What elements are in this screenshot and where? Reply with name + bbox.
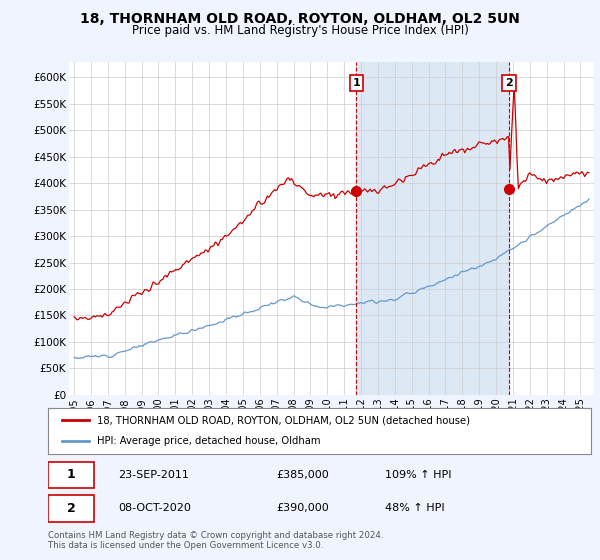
- FancyBboxPatch shape: [48, 495, 94, 522]
- Text: Contains HM Land Registry data © Crown copyright and database right 2024.
This d: Contains HM Land Registry data © Crown c…: [48, 531, 383, 550]
- Text: 18, THORNHAM OLD ROAD, ROYTON, OLDHAM, OL2 5UN: 18, THORNHAM OLD ROAD, ROYTON, OLDHAM, O…: [80, 12, 520, 26]
- FancyBboxPatch shape: [48, 461, 94, 488]
- Text: £390,000: £390,000: [276, 503, 329, 514]
- Bar: [356, 62, 509, 395]
- Text: HPI: Average price, detached house, Oldham: HPI: Average price, detached house, Oldh…: [97, 436, 320, 446]
- Text: £385,000: £385,000: [276, 470, 329, 480]
- Text: 18, THORNHAM OLD ROAD, ROYTON, OLDHAM, OL2 5UN (detached house): 18, THORNHAM OLD ROAD, ROYTON, OLDHAM, O…: [97, 415, 470, 425]
- Text: 2: 2: [505, 78, 513, 88]
- Text: 109% ↑ HPI: 109% ↑ HPI: [385, 470, 451, 480]
- Text: 2: 2: [67, 502, 76, 515]
- Text: 1: 1: [67, 468, 76, 482]
- Text: Price paid vs. HM Land Registry's House Price Index (HPI): Price paid vs. HM Land Registry's House …: [131, 24, 469, 37]
- Text: 48% ↑ HPI: 48% ↑ HPI: [385, 503, 444, 514]
- Text: 23-SEP-2011: 23-SEP-2011: [119, 470, 190, 480]
- Text: 08-OCT-2020: 08-OCT-2020: [119, 503, 191, 514]
- Text: 1: 1: [353, 78, 361, 88]
